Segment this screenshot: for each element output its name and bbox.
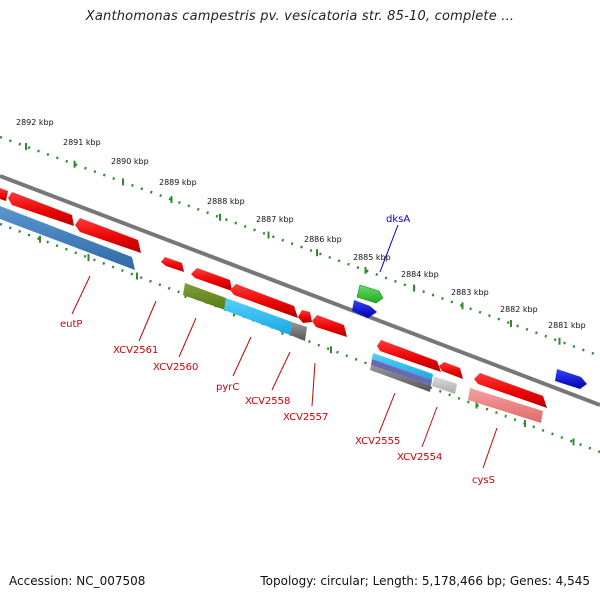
gene-label-XCV2554: XCV2554 — [397, 452, 442, 463]
cds-XCV2555 — [372, 353, 433, 380]
map-title: Xanthomonas campestris pv. vesicatoria s… — [85, 9, 515, 24]
kbp-label: 2884 kbp — [401, 270, 439, 279]
gene-red-eutP-block[interactable] — [75, 218, 141, 253]
gene-XCV2555[interactable] — [377, 340, 441, 372]
leader-pyrC — [232, 336, 252, 377]
gene-cysS[interactable] — [474, 373, 547, 408]
gene-label-XCV2558: XCV2558 — [245, 396, 290, 407]
kbp-label: 2889 kbp — [159, 178, 197, 187]
leader-eutP — [71, 275, 91, 315]
leader-cysS — [482, 427, 498, 469]
reverse-genes — [0, 188, 547, 423]
gene-pyrC[interactable] — [230, 284, 298, 318]
gene-XCV2554[interactable] — [439, 362, 463, 379]
accession-text: Accession: NC_007508 — [9, 574, 146, 588]
gene-dksA[interactable] — [356, 284, 384, 304]
kbp-label: 2886 kbp — [304, 235, 342, 244]
gene-XCV2561[interactable] — [161, 257, 184, 272]
forward-genes — [352, 284, 587, 389]
kbp-label: 2885 kbp — [353, 253, 391, 262]
outer-major-ticks — [25, 142, 561, 345]
cds-XCV2555-lower — [370, 365, 431, 392]
kbp-scale: 2892 kbp 2891 kbp 2890 kbp 2889 kbp 2888… — [16, 118, 586, 330]
gene-label-eutP: eutP — [60, 319, 82, 330]
gene-red-top-left[interactable] — [8, 192, 74, 226]
leader-XCV2561 — [138, 300, 157, 342]
kbp-label: 2881 kbp — [548, 321, 586, 330]
cds-XCV2560 — [183, 283, 226, 310]
cds-eutP — [0, 206, 135, 270]
kbp-label: 2890 kbp — [111, 157, 149, 166]
gene-label-XCV2561: XCV2561 — [113, 345, 158, 356]
cds-XCV2558 — [290, 322, 307, 341]
gene-forward-blue-right[interactable] — [555, 369, 587, 389]
gene-XCV2560[interactable] — [191, 268, 232, 291]
kbp-label: 2892 kbp — [16, 118, 54, 127]
gene-label-dksA: dksA — [386, 214, 410, 225]
leader-XCV2557 — [311, 362, 316, 407]
cds-XCV2555-inner — [371, 359, 432, 386]
cds-pyrC — [224, 298, 292, 335]
gene-labels: dksA eutP XCV2561 XCV2560 pyrC XCV2558 X… — [60, 214, 495, 486]
kbp-label: 2891 kbp — [63, 138, 101, 147]
topology-summary: Topology: circular; Length: 5,178,466 bp… — [260, 574, 590, 588]
gene-XCV2557[interactable] — [312, 315, 347, 337]
gene-red-left-edge[interactable] — [0, 188, 8, 201]
gene-label-XCV2555: XCV2555 — [355, 436, 400, 447]
kbp-label: 2887 kbp — [256, 215, 294, 224]
genome-backbone — [0, 174, 600, 407]
leader-lines — [71, 224, 498, 469]
gene-XCV2558[interactable] — [298, 310, 312, 323]
leader-dksA — [379, 224, 399, 273]
kbp-label: 2882 kbp — [500, 305, 538, 314]
gene-label-pyrC: pyrC — [216, 382, 239, 393]
gene-label-XCV2560: XCV2560 — [153, 362, 198, 373]
cds-XCV2554 — [432, 376, 457, 394]
gene-label-cysS: cysS — [472, 475, 495, 486]
gene-forward-blue[interactable] — [352, 300, 377, 318]
leader-XCV2558 — [271, 351, 291, 391]
kbp-label: 2888 kbp — [207, 197, 245, 206]
leader-XCV2560 — [178, 317, 197, 358]
gene-label-XCV2557: XCV2557 — [283, 412, 328, 423]
kbp-label: 2883 kbp — [451, 288, 489, 297]
leader-XCV2555 — [378, 392, 396, 434]
cds-cysS — [468, 388, 543, 423]
leader-XCV2554 — [421, 406, 438, 448]
